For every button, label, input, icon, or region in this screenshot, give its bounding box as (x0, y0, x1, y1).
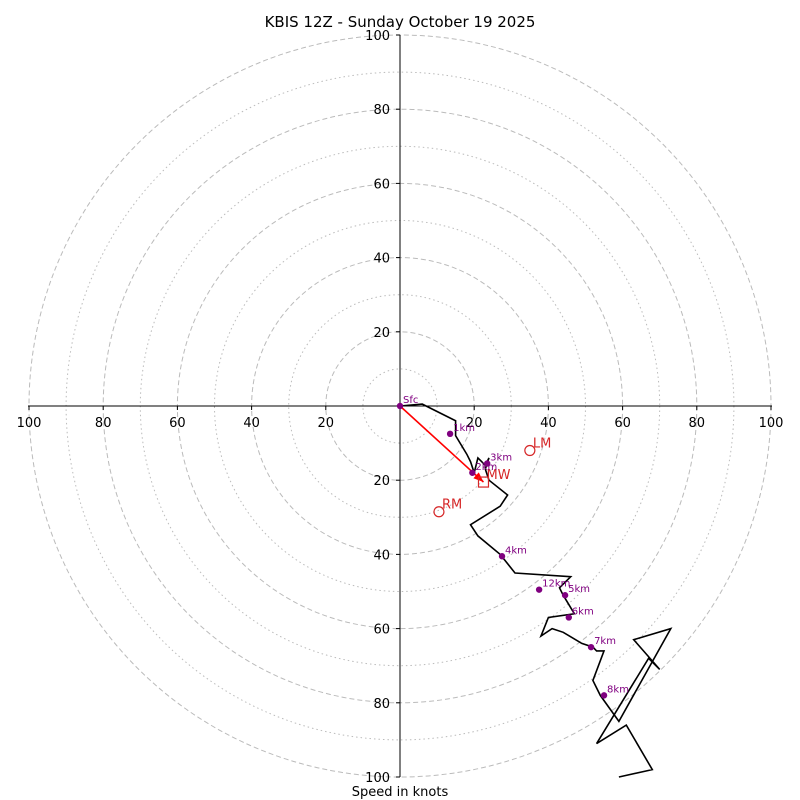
height-label-6km: 6km (572, 606, 594, 617)
y-axis-ticks: 100 80 60 40 20 20 40 60 80 100 (365, 29, 400, 786)
height-marker-7km (587, 643, 595, 651)
height-marker-8km (600, 692, 608, 699)
y-tick-label: 40 (373, 548, 390, 563)
x-tick-label: 40 (243, 416, 260, 431)
x-tick-label: 80 (95, 416, 112, 431)
y-tick-label: 80 (373, 697, 390, 712)
y-tick-label: 100 (365, 771, 390, 786)
height-label-7km: 7km (594, 636, 616, 647)
storm-motion-rm-marker (433, 506, 445, 518)
x-axis-label: Speed in knots (352, 785, 449, 800)
storm-motion-rm-label: RM (442, 498, 462, 513)
hodograph-trace-layer (399, 403, 673, 778)
chart-title: KBIS 12Z - Sunday October 19 2025 (265, 13, 536, 31)
y-tick-label: 40 (373, 252, 390, 267)
height-marker-3km (483, 460, 491, 467)
x-tick-label: 20 (466, 416, 483, 431)
height-marker-6km (565, 614, 573, 621)
height-marker-4km (498, 553, 506, 560)
x-tick-label: 20 (318, 416, 335, 431)
hodograph-trace (399, 403, 673, 778)
height-marker-sfc (396, 402, 404, 410)
storm-motion-mw-label: MW (486, 468, 510, 483)
y-tick-label: 80 (373, 103, 390, 118)
height-marker-12km (535, 586, 543, 593)
height-label-2km: 2km (475, 462, 497, 473)
x-tick-label: 80 (689, 416, 706, 431)
x-tick-label: 40 (540, 416, 557, 431)
x-axis-ticks: 100 80 60 40 20 20 40 60 80 100 (17, 406, 784, 431)
y-tick-label: 60 (373, 177, 390, 192)
y-tick-label: 20 (373, 326, 390, 341)
height-label-4km: 4km (505, 545, 527, 556)
shear-vector-line (399, 405, 485, 483)
x-tick-label: 60 (169, 416, 186, 431)
x-tick-label: 60 (614, 416, 631, 431)
x-tick-label: 100 (759, 416, 784, 431)
x-tick-label: 100 (17, 416, 42, 431)
y-tick-label: 100 (365, 29, 390, 44)
height-label-sfc: Sfc (403, 395, 418, 406)
storm-motion-mw-marker (477, 476, 490, 488)
height-label-1km: 1km (453, 423, 475, 434)
y-tick-label: 60 (373, 623, 390, 638)
height-marker-2km (469, 469, 476, 476)
storm-motion-lm-marker (524, 444, 536, 457)
height-marker-1km (446, 430, 454, 438)
height-label-3km: 3km (490, 453, 512, 464)
height-label-5km: 5km (568, 584, 590, 595)
storm-motion-lm-label: LM (533, 437, 551, 452)
y-tick-label: 20 (373, 474, 390, 489)
storm-motion-layer: LM MW RM (433, 437, 551, 518)
height-marker-5km (561, 592, 569, 599)
height-label-12km: 12km (542, 579, 570, 590)
height-label-8km: 8km (607, 684, 629, 695)
